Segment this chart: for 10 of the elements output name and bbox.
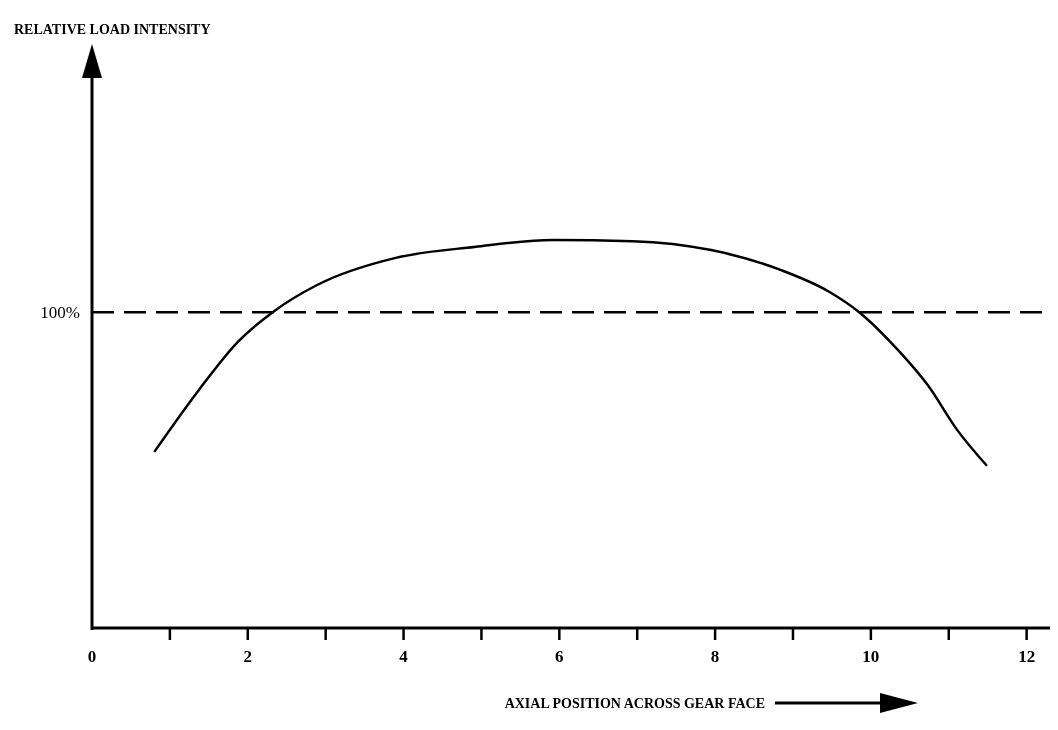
x-tick-label: 6 [555,647,564,666]
x-tick-label: 12 [1018,647,1036,666]
x-tick-label: 2 [243,647,253,666]
chart-title: RELATIVE LOAD INTENSITY [14,22,211,37]
x-tick-label: 8 [710,647,720,666]
x-axis-title: AXIAL POSITION ACROSS GEAR FACE [504,696,765,711]
x-tick-label: 10 [862,647,880,666]
x-tick-label: 4 [399,647,409,666]
x-tick-label: 0 [87,647,97,666]
text: 100% [40,303,80,323]
